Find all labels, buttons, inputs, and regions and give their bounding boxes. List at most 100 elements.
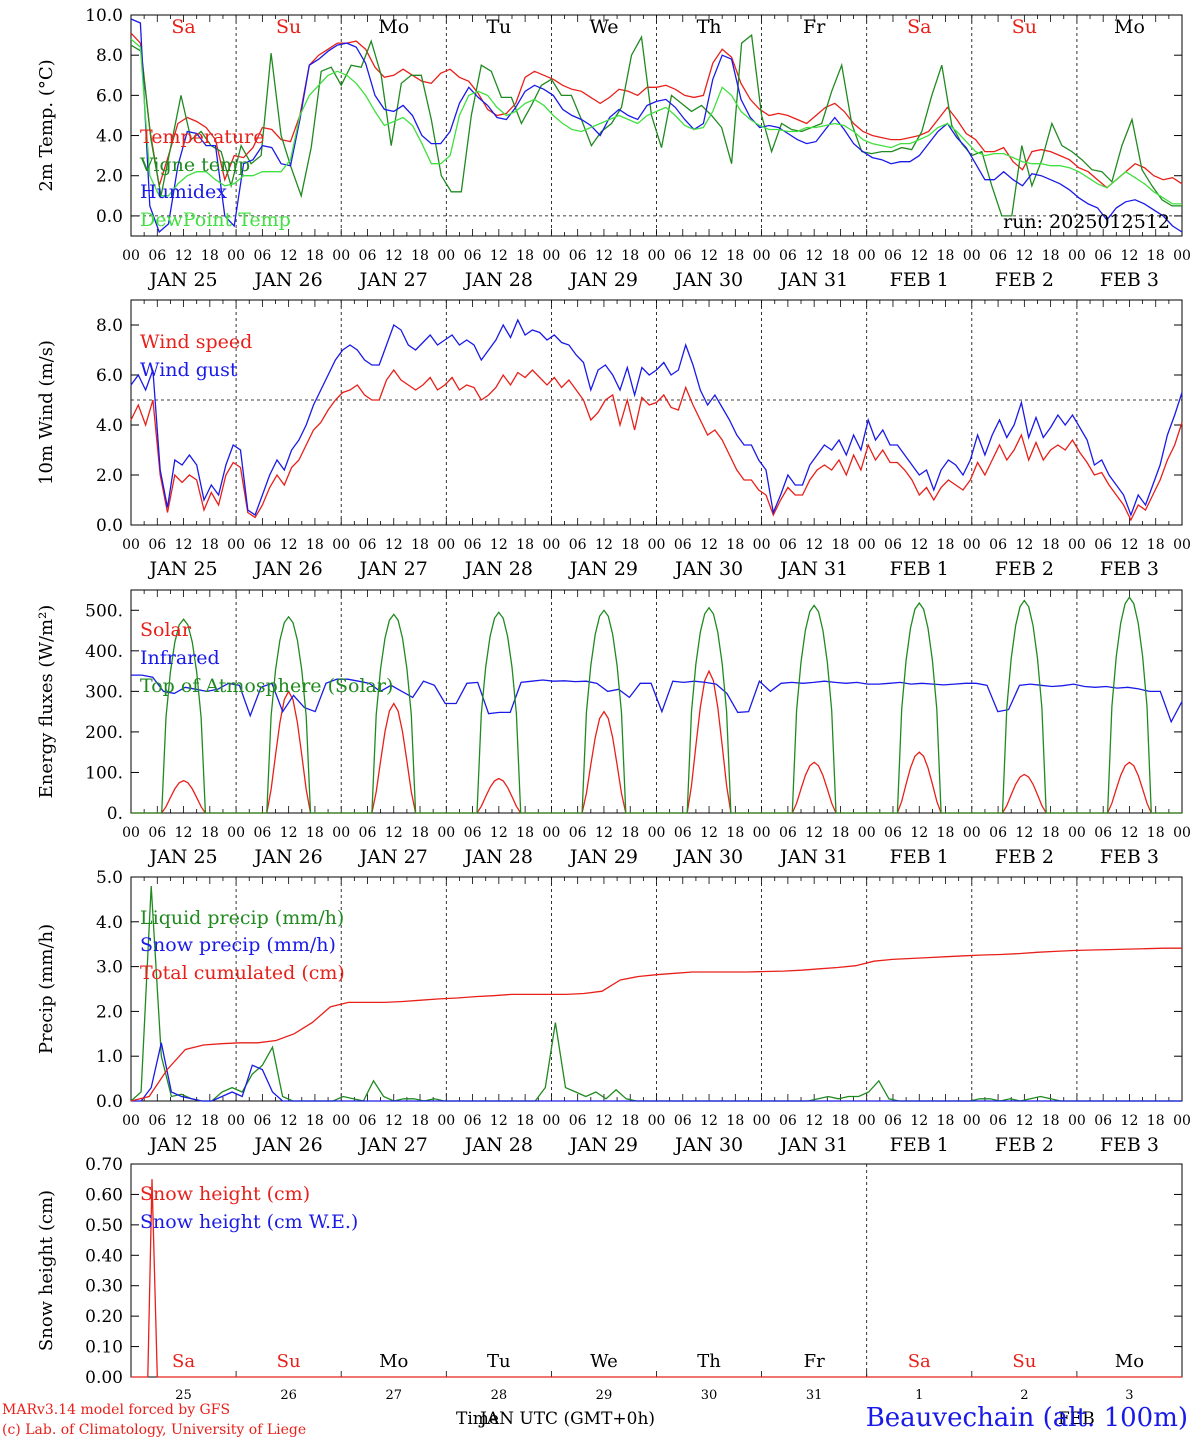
x-hour-label: 18 [306,248,324,264]
series-line-wind-speed [130,368,1183,522]
x-hour-label: 06 [884,248,902,264]
x-hour-label: 18 [516,1113,534,1129]
x-hour-label: 06 [148,1113,166,1129]
x-hour-label: 12 [910,537,928,553]
x-day-label: JAN 27 [358,558,428,580]
x-hour-label: 12 [490,1113,508,1129]
x-day-label: JAN 28 [463,558,533,580]
x-hour-label: 12 [385,825,403,841]
weekday-label: Su [1012,1351,1036,1372]
legend-entry: Wind gust [140,359,238,381]
x-hour-label: 06 [464,248,482,264]
x-date-label: 1 [915,1388,923,1403]
x-hour-label: 12 [910,825,928,841]
x-hour-label: 12 [700,825,718,841]
x-day-label: FEB 1 [890,846,949,868]
series-line-humidex [130,18,1183,234]
x-hour-label: 00 [122,825,140,841]
x-hour-label: 06 [464,1113,482,1129]
weekday-label: Mo [378,16,409,38]
x-hour-label: 12 [1121,537,1139,553]
x-hour-label: 00 [963,825,981,841]
x-hour-label: 00 [332,248,350,264]
x-hour-label: 12 [805,248,823,264]
y-tick-label: 1.0 [96,1047,123,1067]
x-hour-label: 12 [595,825,613,841]
x-hour-label: 18 [937,1113,955,1129]
x-hour-label: 18 [201,248,219,264]
x-hour-label: 06 [464,537,482,553]
weekday-label: Th [697,1351,721,1372]
x-day-label: JAN 26 [253,1134,323,1156]
x-hour-label: 00 [227,825,245,841]
x-hour-label: 18 [832,537,850,553]
x-day-label: FEB 1 [890,1134,949,1156]
x-hour-label: 18 [306,537,324,553]
x-date-label: 26 [280,1388,297,1403]
y-tick-label: 500. [85,601,123,621]
weekday-label: Th [697,16,722,38]
x-hour-label: 18 [937,825,955,841]
x-hour-label: 12 [595,248,613,264]
x-day-label: JAN 30 [673,1134,743,1156]
x-hour-label: 18 [516,537,534,553]
x-hour-label: 00 [858,825,876,841]
x-hour-label: 06 [464,825,482,841]
x-hour-label: 18 [1147,537,1165,553]
series-line-vigne-temp [130,33,1182,217]
y-tick-label: 300. [85,682,123,702]
x-hour-label: 12 [280,537,298,553]
x-hour-label: 00 [648,537,666,553]
x-hour-label: 12 [595,1113,613,1129]
x-hour-label: 00 [1068,825,1086,841]
x-day-label: FEB 1 [890,269,949,291]
y-axis-label: Energy fluxes (W/m²) [36,605,57,799]
series-line-snow-height-cm- [131,1179,1182,1378]
x-hour-label: 18 [832,825,850,841]
x-hour-label: 12 [175,825,193,841]
x-hour-label: 18 [621,1113,639,1129]
x-date-label: 2 [1020,1388,1028,1403]
x-hour-label: 06 [674,537,692,553]
x-axis-title: Time [456,1409,499,1429]
y-tick-label: 2.0 [96,167,123,187]
x-hour-label: 06 [148,537,166,553]
y-tick-label: 200. [85,723,123,743]
panel-snow [130,1163,1183,1378]
y-tick-label: 6.0 [96,366,123,386]
x-hour-label: 00 [753,825,771,841]
x-hour-label: 12 [595,537,613,553]
x-hour-label: 12 [805,537,823,553]
x-date-label: 3 [1125,1388,1133,1403]
y-tick-label: 3.0 [96,958,123,978]
legend-entry: Infrared [140,647,220,669]
legend-entry: Vigne temp [139,154,250,176]
x-hour-label: 18 [1042,825,1060,841]
x-hour-label: 00 [332,537,350,553]
y-tick-label: 0.30 [85,1277,123,1297]
x-hour-label: 06 [253,1113,271,1129]
footer-credit: MARv3.14 model forced by GFS [2,1402,230,1418]
x-hour-label: 18 [201,537,219,553]
x-hour-label: 18 [306,1113,324,1129]
x-hour-label: 00 [437,248,455,264]
legend-entry: Liquid precip (mm/h) [140,907,344,929]
panel-precip [130,876,1183,1102]
x-hour-label: 18 [411,248,429,264]
x-hour-label: 00 [753,537,771,553]
x-day-label: FEB 3 [1100,846,1159,868]
x-hour-label: 00 [1173,825,1191,841]
y-tick-label: 4.0 [96,127,123,147]
series-line-wind-gust [130,318,1183,517]
x-day-label: JAN 30 [673,846,743,868]
x-hour-label: 18 [1042,248,1060,264]
x-hour-label: 12 [1121,248,1139,264]
x-hour-label: 00 [542,825,560,841]
weekday-label: Su [1012,16,1037,38]
x-hour-label: 00 [227,248,245,264]
x-hour-label: 18 [726,825,744,841]
y-tick-label: 8.0 [96,46,123,66]
x-hour-label: 12 [1121,1113,1139,1129]
y-tick-label: 2.0 [96,466,123,486]
x-hour-label: 06 [1094,825,1112,841]
